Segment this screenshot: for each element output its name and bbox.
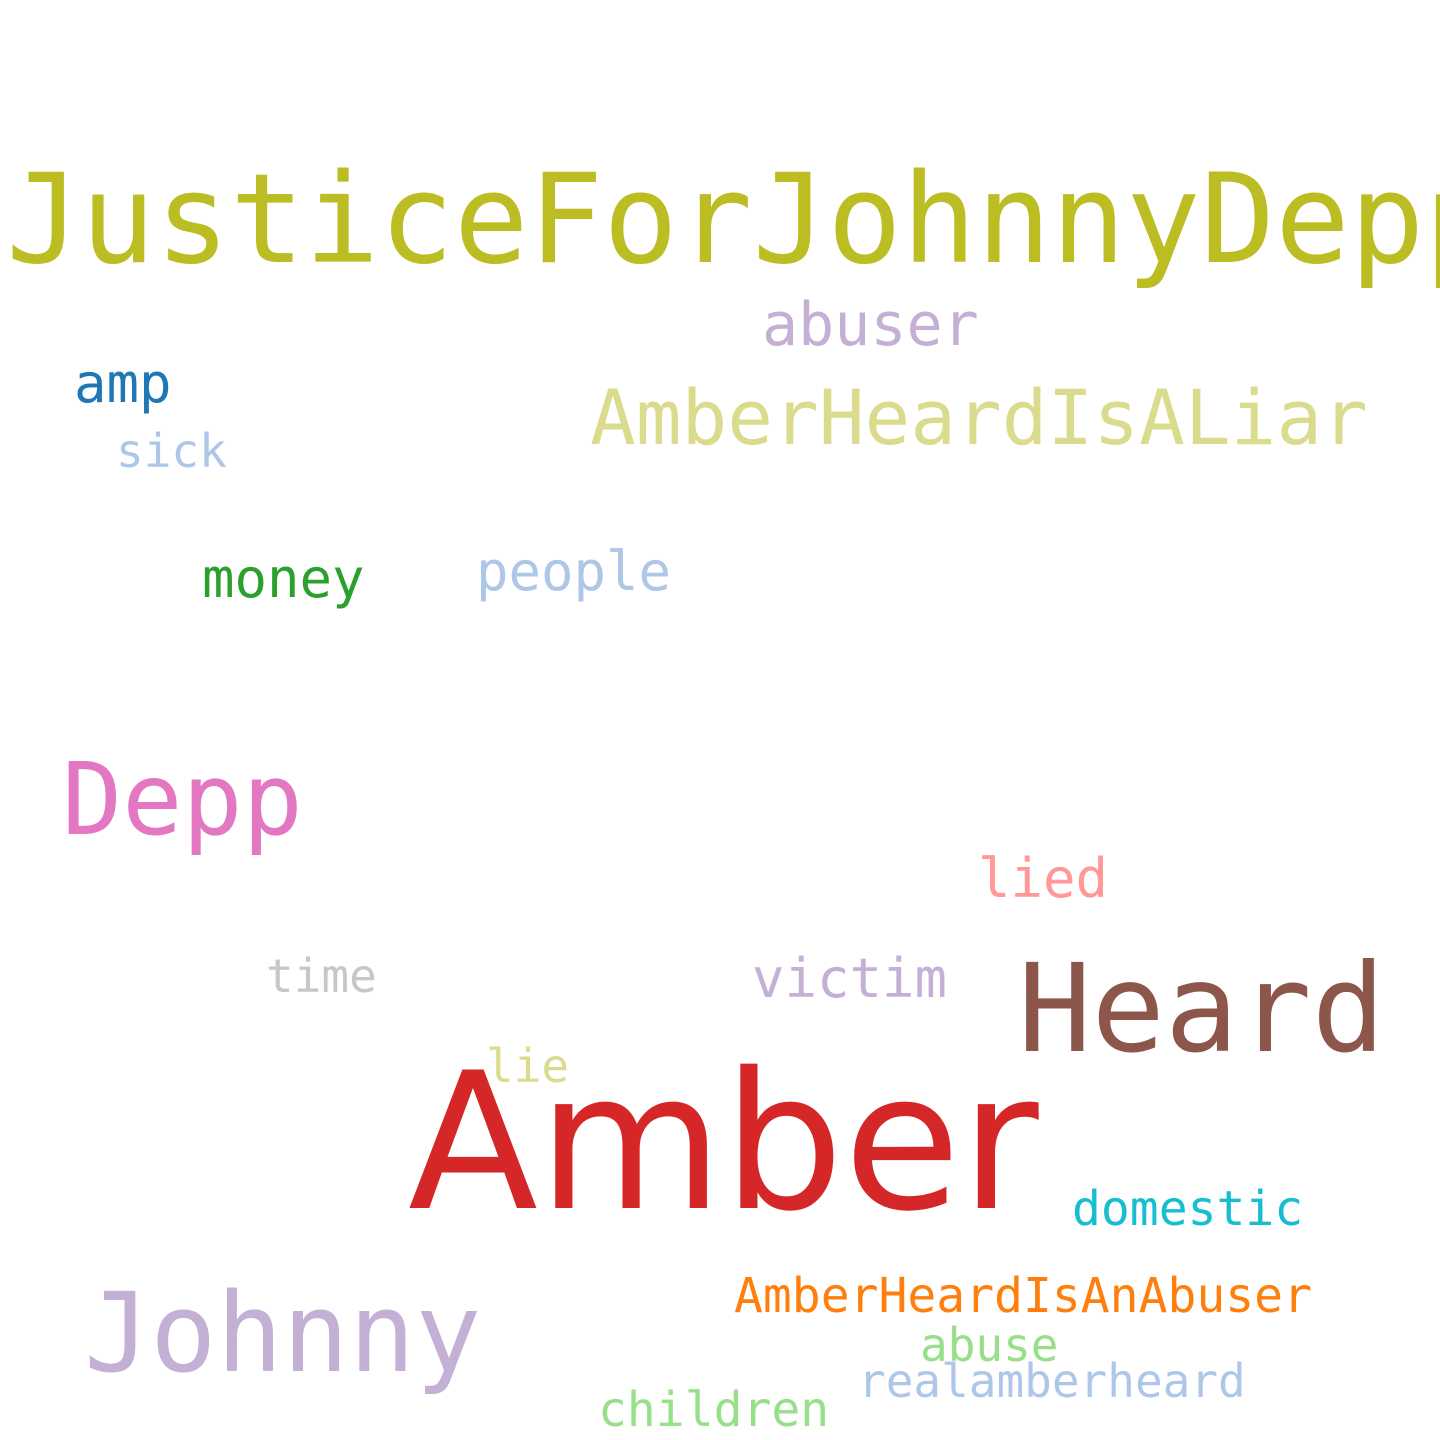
word-abuse: abuse (920, 1318, 1059, 1372)
word-children: children (598, 1382, 830, 1438)
word-victim: victim (752, 947, 948, 1010)
word-amber: Amber (408, 1032, 1039, 1253)
word-realamberheard: realamberheard (858, 1354, 1246, 1408)
word-amberheardisaliar: AmberHeardIsALiar (590, 373, 1368, 462)
word-lie: lie (486, 1039, 570, 1093)
word-time: time (266, 949, 377, 1003)
word-people: people (476, 540, 672, 603)
word-sick: sick (116, 424, 227, 478)
word-amp: amp (74, 352, 172, 415)
word-domestic: domestic (1072, 1181, 1304, 1237)
word-lied: lied (978, 847, 1109, 910)
word-johnny: Johnny (84, 1269, 482, 1397)
word-abuser: abuser (762, 290, 979, 360)
word-money: money (202, 547, 365, 610)
word-justiceforjohnnydepp: JusticeForJohnnyDepp (6, 148, 1440, 292)
word-amberheardisanabuser: AmberHeardIsAnAbuser (734, 1268, 1312, 1324)
word-depp: Depp (62, 741, 303, 858)
word-heard: Heard (1018, 938, 1386, 1080)
